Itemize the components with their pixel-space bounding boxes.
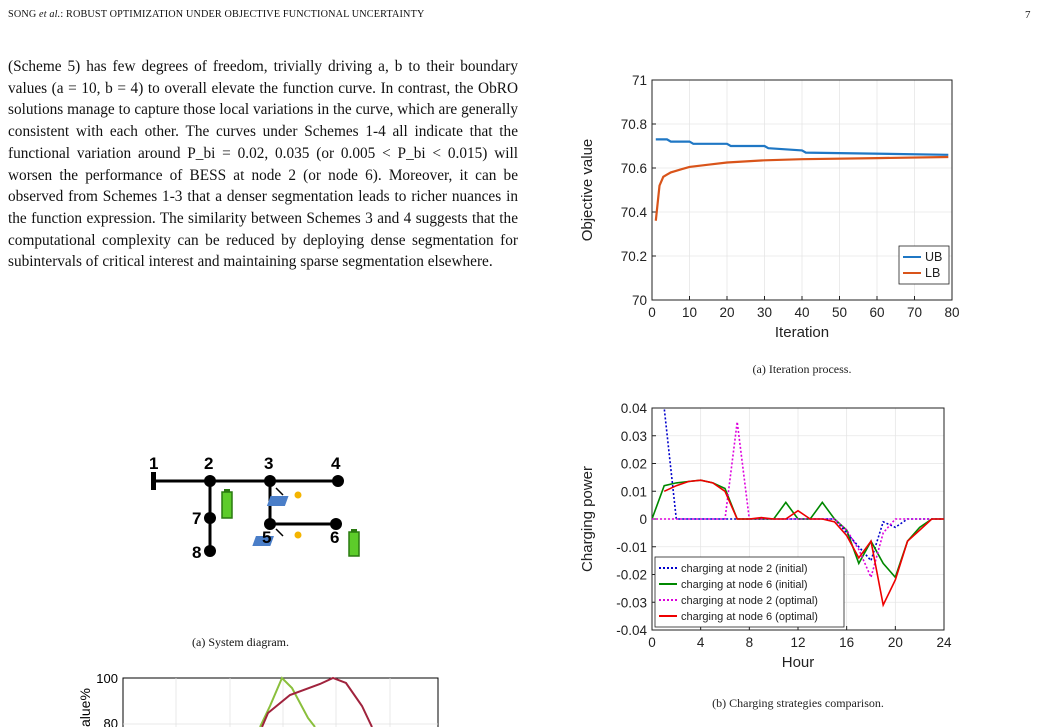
series-line-3 [652,421,944,580]
legend-label: UB [925,250,942,264]
y-tick-label: 0.01 [621,484,647,499]
partial-chart-green-line [259,676,316,727]
battery-icon [221,489,233,519]
y-tick-label: 70 [632,293,647,308]
x-tick-label: 4 [697,635,705,650]
figure-caption: (a) System diagram. [192,635,289,649]
y-tick-label: -0.01 [616,540,647,555]
legend-label: charging at node 2 (optimal) [681,595,818,607]
x-tick-label: 24 [936,635,952,650]
y-axis-label: Charging power [580,466,596,572]
node-label: 1 [149,454,158,473]
y-tick-label: -0.03 [616,595,647,610]
slack-bus-bar [151,472,156,490]
node-8-dot [204,545,216,557]
y-tick-label: 0.03 [621,429,647,444]
x-tick-label: 60 [869,305,884,320]
figure-caption: (a) Iteration process. [753,362,852,376]
y-tick-label: 70.4 [621,205,648,220]
node-label: 4 [331,454,341,473]
charging-chart: 0 4 8 12 16 20 24 -0.04 -0.03 -0.02 -0.01 0 0.01 0.02… [580,401,952,710]
figure-caption: (b) Charging strategies comparison. [712,696,884,710]
node-3-dot [264,475,276,487]
y-tick-label: -0.02 [616,568,647,583]
page-number: 7 [1025,9,1031,21]
y-tick-label: 71 [632,73,647,88]
series-line-1 [655,138,949,156]
y-tick-label: 70.8 [621,117,647,132]
partial-chart-red-line [261,676,373,727]
y-tick-label: 70.6 [621,161,647,176]
system-diagram: 1 2 3 4 5 6 7 8 [149,454,360,562]
node-2-dot [204,475,216,487]
series-line-4 [663,479,944,608]
body-text: (Scheme 5) has few degrees of freedom, t… [8,56,518,273]
x-axis-label: Iteration [775,324,829,341]
legend-label: charging at node 6 (optimal) [681,611,818,623]
x-tick-label: 20 [719,305,734,320]
battery-icon [348,529,360,557]
x-tick-label: 0 [648,305,656,320]
x-tick-label: 80 [944,305,959,320]
legend-label: LB [925,266,940,280]
y-tick-label: 70.2 [621,249,647,264]
x-tick-label: 0 [648,635,656,650]
body-paragraph: (Scheme 5) has few degrees of freedom, t… [8,58,518,271]
node-label: 7 [192,509,201,528]
node-label: 5 [262,528,271,547]
legend-label: charging at node 2 (initial) [681,563,808,575]
x-tick-label: 70 [907,305,922,320]
node-5-dot [264,518,276,530]
legend-label: charging at node 6 (initial) [681,579,808,591]
x-tick-label: 10 [682,305,697,320]
iteration-chart: 0 10 20 30 40 50 60 70 80 70 70.2 70.4 70.6 70.8 71 Ite… [580,73,960,376]
x-tick-label: 16 [839,635,854,650]
partial-chart-tick: 80 [104,716,118,727]
node-label: 2 [204,454,213,473]
y-tick-label: 0.04 [621,401,648,416]
node-label: 3 [264,454,273,473]
node-7-dot [204,512,216,524]
x-axis-label: Hour [782,654,815,671]
node-label: 6 [330,528,339,547]
x-tick-label: 12 [790,635,805,650]
y-axis-label: Objective value [580,139,596,242]
running-header: SONG et al.: ROBUST OPTIMIZATION UNDER O… [8,9,424,20]
partial-chart: alue% 100 80 [77,671,439,727]
legend-box [898,245,950,285]
header-authors: SONG [8,9,40,20]
solar-panel-icon [252,528,302,546]
x-tick-label: 30 [757,305,772,320]
y-tick-label: -0.04 [616,623,647,638]
legend-box [654,556,845,628]
y-tick-label: 0 [639,512,647,527]
x-tick-label: 40 [794,305,809,320]
header-title: : ROBUST OPTIMIZATION UNDER OBJECTIVE FU… [60,9,425,20]
x-tick-label: 20 [888,635,903,650]
partial-chart-ylabel: alue% [77,688,93,727]
y-tick-label: 0.02 [621,457,647,472]
node-6-dot [330,518,342,530]
solar-panel-icon [266,487,302,506]
series-line-2 [654,155,949,221]
x-tick-label: 8 [746,635,754,650]
node-4-dot [332,475,344,487]
partial-chart-tick: 100 [96,671,118,686]
node-label: 8 [192,543,201,562]
x-tick-label: 50 [832,305,847,320]
header-etal: et al. [39,9,61,20]
